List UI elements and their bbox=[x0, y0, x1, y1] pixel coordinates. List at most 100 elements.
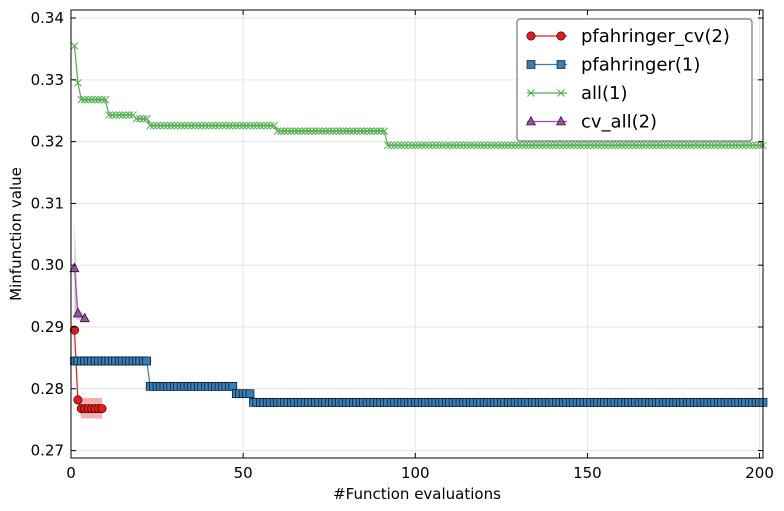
y-tick-label: 0.28 bbox=[31, 380, 64, 398]
legend-marker-cv-all-2 bbox=[526, 115, 536, 126]
all-1-point bbox=[280, 127, 289, 135]
all-1-point bbox=[352, 127, 361, 135]
y-tick-label: 0.33 bbox=[31, 71, 64, 89]
x-tick-label: 50 bbox=[234, 464, 253, 482]
all-1-point bbox=[363, 127, 371, 135]
all-1-point bbox=[315, 127, 323, 135]
legend-box bbox=[516, 18, 753, 142]
all-1-point bbox=[741, 141, 750, 150]
all-1-point bbox=[108, 111, 117, 119]
all-1-point bbox=[511, 141, 519, 150]
all-1-point bbox=[115, 111, 124, 119]
all-1-point bbox=[156, 121, 165, 130]
all-1-point bbox=[87, 95, 96, 104]
all-1-point bbox=[669, 141, 678, 150]
all-1-point bbox=[308, 127, 316, 135]
all-1-point bbox=[528, 141, 537, 150]
all-1-point bbox=[576, 141, 585, 150]
all-1-point bbox=[700, 141, 709, 150]
all-1-point bbox=[246, 121, 254, 130]
all-1-point bbox=[549, 141, 557, 150]
pfahringer-cv-2-point bbox=[69, 325, 79, 335]
all-1-point bbox=[191, 121, 199, 130]
all-1-point bbox=[683, 141, 692, 150]
all-1-point bbox=[738, 141, 747, 150]
all-1-point bbox=[617, 141, 626, 150]
all-1-point bbox=[139, 114, 148, 123]
all-1-point bbox=[552, 141, 561, 150]
all-1-point bbox=[335, 127, 344, 135]
all-1-point bbox=[304, 127, 313, 135]
legend-label-pfahringer-1: pfahringer(1) bbox=[581, 55, 700, 76]
all-1-point bbox=[673, 141, 681, 150]
all-1-point bbox=[518, 141, 526, 150]
all-1-point bbox=[473, 141, 482, 150]
y-tick-label: 0.27 bbox=[31, 442, 64, 460]
legend: pfahringer_cv(2) pfahringer(1) all(1) cv_al… bbox=[516, 18, 753, 142]
all-1-point bbox=[218, 121, 227, 130]
all-1-point bbox=[593, 141, 602, 150]
all-1-point bbox=[376, 127, 385, 135]
all-1-point bbox=[284, 127, 292, 135]
legend-label-cv-all-2: cv_all(2) bbox=[581, 112, 657, 133]
all-1-point bbox=[270, 121, 278, 130]
all-1-point bbox=[704, 141, 712, 150]
all-1-point bbox=[259, 121, 268, 130]
all-1-point bbox=[118, 111, 127, 119]
all-1-point bbox=[580, 141, 588, 150]
all-1-point bbox=[394, 141, 402, 150]
all-1-point bbox=[177, 121, 186, 130]
all-1-point bbox=[204, 121, 213, 130]
y-axis-label: Minfunction value bbox=[7, 167, 25, 301]
all-1-point bbox=[731, 141, 740, 150]
pfahringer-1-point bbox=[245, 389, 255, 399]
all-1-point bbox=[239, 121, 247, 130]
all-1-point bbox=[710, 141, 719, 150]
all-1-point bbox=[525, 141, 533, 150]
all-1-point bbox=[166, 121, 175, 130]
legend-label-all-1: all(1) bbox=[581, 83, 628, 104]
all-1-point bbox=[197, 121, 206, 130]
all-1-point bbox=[538, 141, 547, 150]
all-1-point bbox=[146, 121, 155, 130]
all-1-point bbox=[235, 121, 244, 130]
all-1-point bbox=[418, 141, 427, 150]
all-1-point bbox=[531, 141, 540, 150]
all-1-point bbox=[469, 141, 478, 150]
all-1-point bbox=[483, 141, 492, 150]
y-tick-label: 0.30 bbox=[31, 256, 64, 274]
all-1-point bbox=[521, 141, 530, 150]
all-1-point bbox=[573, 141, 581, 150]
all-1-point bbox=[301, 127, 309, 135]
all-1-point bbox=[380, 127, 389, 135]
all-1-point bbox=[500, 141, 509, 150]
legend-marker-all-1 bbox=[527, 89, 535, 97]
all-1-point bbox=[435, 141, 444, 150]
all-1-point bbox=[714, 141, 723, 150]
all-1-point bbox=[160, 121, 168, 130]
all-1-point bbox=[693, 141, 702, 150]
all-1-point bbox=[642, 141, 650, 150]
all-1-point bbox=[290, 127, 299, 135]
all-1-point bbox=[600, 141, 609, 150]
all-1-point bbox=[356, 127, 365, 135]
all-1-point bbox=[346, 127, 354, 135]
legend-label-pfahringer-cv-2: pfahringer_cv(2) bbox=[581, 26, 730, 47]
all-1-point bbox=[645, 141, 654, 150]
all-1-point bbox=[397, 141, 406, 150]
all-1-point bbox=[332, 127, 340, 135]
all-1-point bbox=[514, 141, 523, 150]
all-1-point bbox=[456, 141, 464, 150]
all-1-point bbox=[666, 141, 674, 150]
all-1-point bbox=[707, 141, 716, 150]
all-1-point bbox=[407, 141, 416, 150]
all-1-point bbox=[136, 114, 144, 123]
legend-marker-cv-all-2 bbox=[556, 115, 566, 126]
x-tick-label: 150 bbox=[573, 464, 602, 482]
all-1-point bbox=[728, 141, 736, 150]
all-1-point bbox=[266, 121, 275, 130]
all-1-point bbox=[476, 141, 485, 150]
all-1-point bbox=[142, 114, 151, 123]
all-1-point bbox=[697, 141, 705, 150]
all-1-point bbox=[607, 141, 616, 150]
